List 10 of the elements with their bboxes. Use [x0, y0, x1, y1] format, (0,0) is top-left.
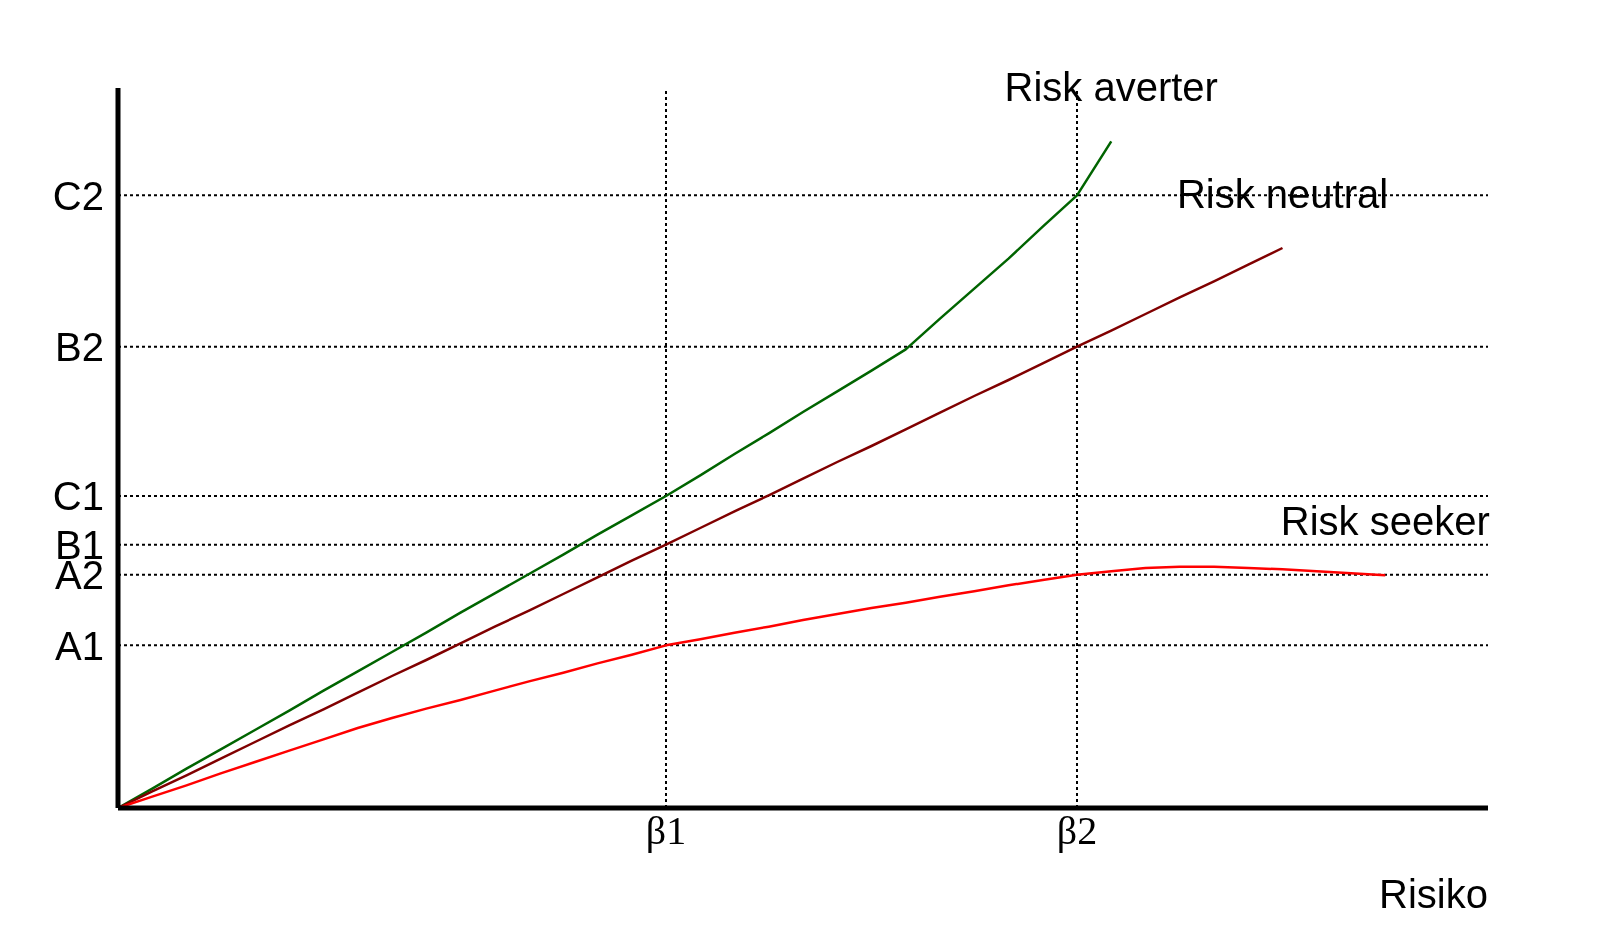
ref-line-label: A1: [55, 623, 104, 668]
ref-line-label: C2: [52, 173, 104, 218]
ref-line-label: C1: [52, 474, 104, 519]
ref-line-label: B2: [55, 324, 104, 369]
x-axis-title: Risiko: [1379, 872, 1488, 916]
x-tick-label: β1: [645, 808, 687, 854]
series-label: Risk averter: [1004, 65, 1218, 110]
series-label: Risk neutral: [1176, 172, 1389, 216]
series-label: Risk seeker: [1280, 499, 1490, 544]
x-tick-label: β2: [1056, 808, 1098, 854]
